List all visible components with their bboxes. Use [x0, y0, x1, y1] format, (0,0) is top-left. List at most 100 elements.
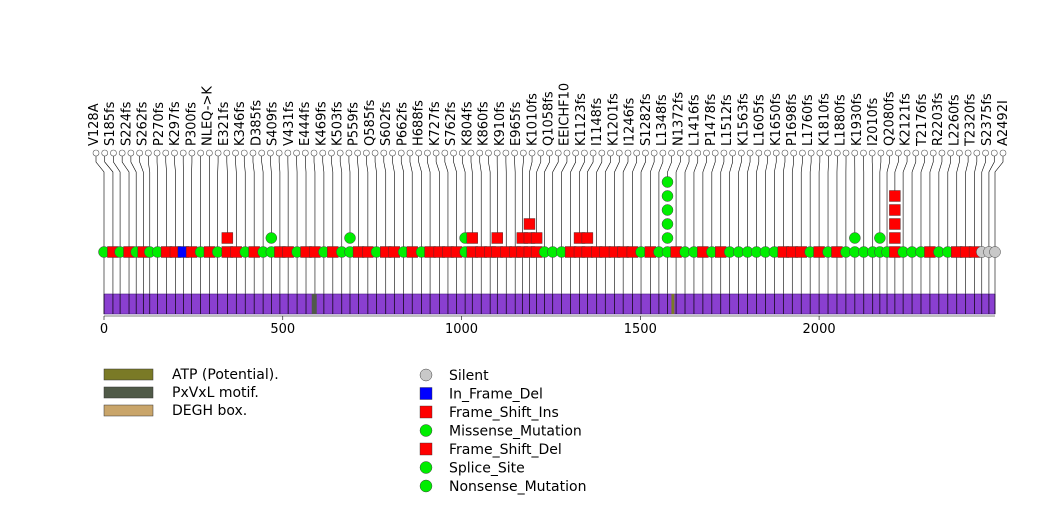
label-stem	[658, 156, 664, 252]
label-anchor	[223, 149, 231, 157]
label-stem	[252, 156, 255, 252]
label-stem	[684, 156, 690, 252]
mutation-label: EEICHF10	[558, 83, 573, 146]
mutation-circle	[874, 232, 886, 244]
tick-label: 2000	[803, 322, 836, 337]
label-stem	[453, 156, 457, 252]
label-stem	[544, 156, 550, 252]
label-anchor	[293, 149, 300, 157]
label-anchor	[502, 149, 510, 157]
label-anchor	[886, 149, 893, 157]
label-anchor	[520, 149, 527, 157]
domain-segment	[311, 294, 317, 314]
mutation-circle	[211, 246, 224, 258]
label-stem	[348, 156, 351, 238]
label-stem	[809, 156, 812, 252]
label-stem	[994, 156, 1004, 252]
label-stem	[139, 156, 144, 252]
mutation-circle	[344, 232, 356, 244]
legend-mutation-label: In_Frame_Del	[449, 387, 543, 403]
mutation-label: S262fs	[136, 101, 151, 146]
label-stem	[418, 156, 422, 252]
label-stem	[827, 156, 829, 252]
label-anchor	[781, 149, 789, 157]
label-stem	[121, 156, 130, 252]
mutation-label: P300fs	[184, 102, 199, 146]
label-anchor	[816, 149, 824, 157]
mutation-square	[889, 204, 901, 216]
label-anchor	[258, 149, 266, 157]
label-stem	[488, 156, 491, 252]
label-anchor	[703, 149, 710, 157]
mutation-square	[889, 190, 901, 202]
label-anchor	[118, 149, 126, 157]
label-stem	[711, 156, 716, 252]
label-anchor	[685, 149, 693, 157]
legend-mutation-label: Silent	[449, 368, 489, 384]
mutation-label: L1605fs	[753, 94, 768, 146]
label-stem	[981, 156, 986, 252]
label-anchor	[929, 149, 937, 157]
label-anchor	[668, 149, 675, 157]
mutation-square	[221, 232, 234, 244]
label-anchor	[633, 149, 641, 157]
label-stem	[974, 156, 978, 252]
label-anchor	[240, 149, 248, 157]
label-anchor	[694, 149, 702, 157]
label-stem	[800, 156, 803, 252]
label-stem	[650, 156, 655, 252]
label-stem	[614, 156, 620, 252]
label-anchor	[153, 149, 161, 157]
label-anchor	[546, 149, 553, 157]
mutation-label: L1512fs	[720, 94, 735, 146]
label-stem	[514, 156, 516, 252]
mutation-label: L1760fs	[801, 94, 816, 146]
label-stem	[622, 156, 629, 252]
label-stem	[357, 156, 359, 252]
protein-bar	[103, 293, 996, 315]
legend-domain-swatch	[103, 386, 154, 399]
label-stem	[444, 156, 449, 252]
mutation-label: K1123fs	[574, 93, 589, 146]
label-anchor	[964, 149, 972, 157]
label-stem	[675, 156, 681, 252]
label-anchor	[860, 149, 867, 157]
label-stem	[261, 156, 264, 252]
label-stem	[640, 156, 646, 252]
label-anchor	[415, 149, 422, 157]
legend-mutation-label: Missense_Mutation	[449, 424, 582, 440]
label-stem	[632, 156, 638, 252]
label-stem	[920, 156, 925, 252]
mutation-label: L2260fs	[947, 94, 962, 146]
label-anchor	[110, 149, 117, 157]
mutation-label: S224fs	[119, 101, 134, 146]
label-anchor	[319, 149, 327, 157]
label-anchor	[406, 149, 414, 157]
label-anchor	[328, 149, 335, 157]
mutation-label: Q585fs	[363, 99, 378, 146]
mutation-label: S602fs	[379, 101, 394, 146]
label-anchor	[476, 149, 484, 157]
mutation-circle	[661, 218, 674, 230]
legend-mutation-label: Frame_Shift_Del	[449, 442, 562, 458]
mutation-label: K804fs	[460, 101, 475, 146]
label-stem	[929, 156, 934, 252]
mutation-label: R2203fs	[931, 92, 946, 146]
mutation-square	[530, 232, 543, 244]
mutation-label: P1698fs	[785, 94, 800, 147]
label-stem	[729, 156, 733, 252]
label-anchor	[607, 149, 614, 157]
legend-mutation-label: Frame_Shift_Ins	[449, 405, 559, 421]
mutation-square	[581, 232, 594, 244]
label-stem	[305, 156, 307, 252]
mutation-label: L1880fs	[834, 94, 849, 146]
label-anchor	[755, 149, 763, 157]
label-anchor	[485, 149, 492, 157]
mutation-circle	[661, 204, 674, 216]
label-stem	[243, 156, 246, 252]
mutation-label: K469fs	[314, 101, 329, 146]
label-stem	[322, 156, 325, 252]
label-stem	[902, 156, 908, 252]
label-stem	[756, 156, 760, 252]
label-anchor	[537, 149, 545, 157]
